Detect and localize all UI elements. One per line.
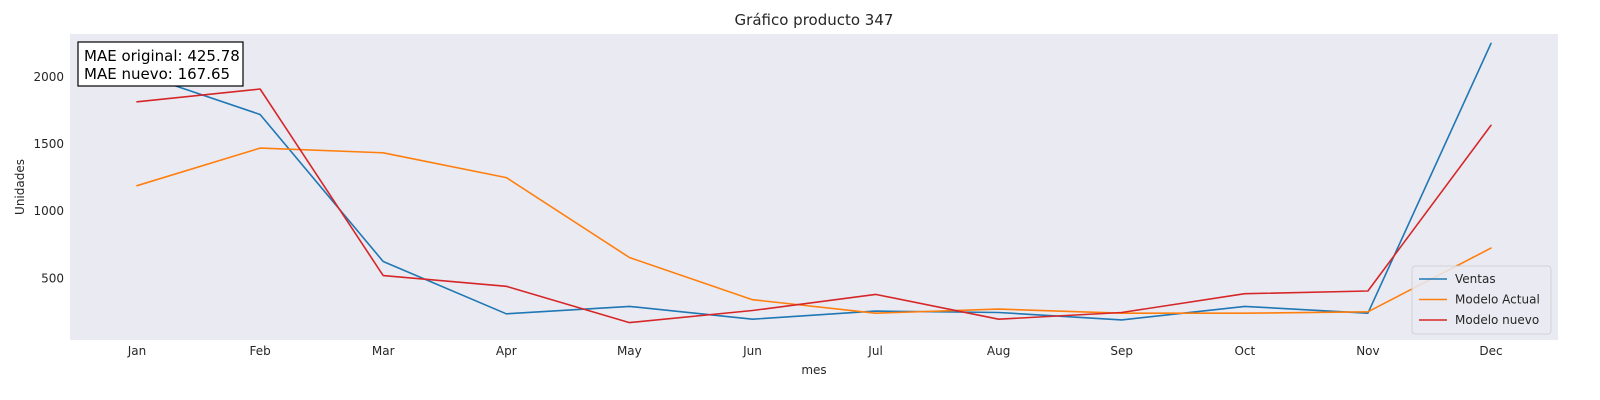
legend-frame bbox=[1411, 265, 1552, 335]
series-line-modelo-nuevo bbox=[136, 88, 1492, 324]
legend: Ventas Modelo Actual Modelo nuevo bbox=[1411, 265, 1552, 335]
y-axis: 500 1000 1500 2000 bbox=[33, 70, 64, 285]
x-tick-label: May bbox=[617, 344, 642, 358]
x-tick-label: Apr bbox=[496, 344, 517, 358]
legend-label: Ventas bbox=[1455, 272, 1496, 286]
series-layer bbox=[136, 42, 1492, 324]
x-tick-label: Dec bbox=[1479, 344, 1502, 358]
y-tick-label: 500 bbox=[41, 271, 64, 285]
annotation-box bbox=[77, 41, 244, 87]
mae-nuevo-text: MAE nuevo: 167.65 bbox=[84, 65, 230, 83]
y-tick-label: 1000 bbox=[33, 204, 64, 218]
x-tick-label: Jul bbox=[867, 344, 882, 358]
chart-title: Gráfico producto 347 bbox=[735, 11, 894, 29]
series-line-ventas bbox=[136, 42, 1492, 321]
plot-area bbox=[70, 34, 1558, 340]
legend-label: Modelo Actual bbox=[1455, 293, 1540, 307]
y-tick-label: 1500 bbox=[33, 137, 64, 151]
x-axis: Jan Feb Mar Apr May Jun Jul Aug Sep Oct Nov Dec bbox=[127, 344, 1503, 358]
x-tick-label: Sep bbox=[1110, 344, 1133, 358]
x-tick-label: Feb bbox=[249, 344, 270, 358]
x-axis-label: mes bbox=[801, 363, 826, 377]
legend-label: Modelo nuevo bbox=[1455, 313, 1539, 327]
x-tick-label: Mar bbox=[372, 344, 395, 358]
x-tick-label: Oct bbox=[1234, 344, 1255, 358]
y-tick-label: 2000 bbox=[33, 70, 64, 84]
series-line-modelo-actual bbox=[136, 147, 1492, 315]
mae-original-text: MAE original: 425.78 bbox=[84, 47, 240, 65]
x-tick-label: Jan bbox=[127, 344, 147, 358]
x-tick-label: Jun bbox=[742, 344, 762, 358]
x-tick-label: Nov bbox=[1356, 344, 1379, 358]
mae-annotation-box: MAE original: 425.78 MAE nuevo: 167.65 bbox=[77, 41, 244, 87]
x-tick-label: Aug bbox=[987, 344, 1010, 358]
y-axis-label: Unidades bbox=[13, 159, 27, 215]
